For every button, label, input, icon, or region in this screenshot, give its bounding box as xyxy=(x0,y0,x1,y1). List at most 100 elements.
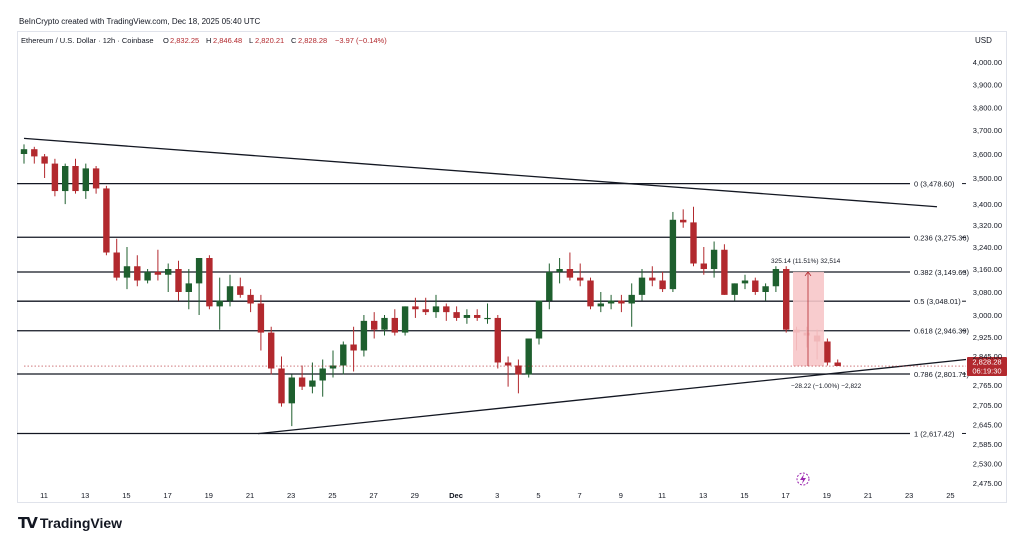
chart-credit: BeInCrypto created with TradingView.com,… xyxy=(19,17,261,26)
candle xyxy=(577,263,584,287)
candle-body xyxy=(350,344,357,351)
candle-body xyxy=(123,266,131,278)
candle-body xyxy=(556,269,563,272)
candle xyxy=(237,277,244,298)
candle xyxy=(381,315,388,336)
candle xyxy=(154,249,162,281)
candle-body xyxy=(535,300,543,339)
candle xyxy=(226,274,234,307)
candle-body xyxy=(422,309,429,313)
candle-body xyxy=(587,280,594,307)
candle-body xyxy=(690,222,697,264)
candle xyxy=(669,211,677,292)
tradingview-logo[interactable]: TV TradingView xyxy=(18,514,122,532)
candle xyxy=(453,306,460,321)
trendlines[interactable] xyxy=(23,137,967,435)
candle xyxy=(649,266,656,287)
candle xyxy=(123,247,131,290)
candle xyxy=(309,362,316,394)
measure-top-label: 325.14 (11.51%) 32,514 xyxy=(771,258,841,265)
candle xyxy=(278,356,285,407)
candle xyxy=(134,255,141,287)
fibonacci-retracement[interactable]: 0 (3,478.60) 0.236 (3,275.36) 0.382 (3,149… xyxy=(17,180,970,439)
candle-body xyxy=(51,163,59,192)
candle xyxy=(288,374,295,427)
candle xyxy=(371,312,378,339)
candle-body xyxy=(278,368,285,404)
candle-body xyxy=(638,277,646,295)
time-tick-label: 25 xyxy=(946,491,954,500)
candle-body xyxy=(268,332,275,369)
candle-body xyxy=(618,300,625,304)
candle xyxy=(535,300,543,345)
measure-box xyxy=(793,271,824,367)
candle-body xyxy=(484,317,491,320)
ohlc-close: 2,828.28 xyxy=(298,36,327,45)
price-tick-label: 3,600.00 xyxy=(973,150,1002,159)
price-axis[interactable]: 4,000.00 3,900.00 3,800.00 3,700.00 3,600.00… xyxy=(973,58,1002,488)
price-tick-label: 3,240.00 xyxy=(973,243,1002,252)
time-tick-label: 15 xyxy=(122,491,130,500)
last-price-badge xyxy=(967,357,1007,377)
candle xyxy=(824,338,831,366)
ohlc-change: −3.97 (−0.14%) xyxy=(335,36,387,45)
replay-icon[interactable] xyxy=(796,472,810,486)
candle-body xyxy=(247,294,254,304)
candle xyxy=(587,277,594,310)
time-tick-label: 5 xyxy=(536,491,540,500)
candle xyxy=(721,244,728,295)
time-tick-label: 19 xyxy=(823,491,831,500)
candle xyxy=(783,266,790,333)
candle-body xyxy=(113,252,120,278)
fib-level-label: 0.786 (2,801.71) xyxy=(914,370,970,379)
time-axis[interactable]: 11 13 15 17 19 21 23 25 27 29 Dec 3 5 7 9 11 13 15 17 19 21 2… xyxy=(40,491,954,500)
candle xyxy=(144,269,151,284)
candle xyxy=(31,146,38,164)
fib-level-label: 0 (3,478.60) xyxy=(914,180,955,189)
candle-body xyxy=(649,277,656,281)
candle-body xyxy=(360,320,368,351)
candle-body xyxy=(710,249,718,269)
candle xyxy=(216,277,223,330)
candle-body xyxy=(463,315,471,318)
candle-body xyxy=(20,149,28,154)
candle xyxy=(772,266,780,292)
candle xyxy=(432,294,440,318)
candle-body xyxy=(824,341,831,363)
last-price-countdown: 06:19:30 xyxy=(972,367,1001,376)
measure-bottom-label: −28.22 (−1.00%) −2,822 xyxy=(791,383,862,390)
price-tick-label: 2,530.00 xyxy=(973,460,1002,469)
candle xyxy=(463,309,471,324)
candle-body xyxy=(721,249,728,295)
candle xyxy=(556,258,563,284)
price-tick-label: 3,000.00 xyxy=(973,311,1002,320)
candle-body xyxy=(391,317,398,333)
candle xyxy=(165,263,172,292)
last-price-value: 2,828.28 xyxy=(972,358,1001,367)
candle-body xyxy=(257,303,265,333)
candle-body xyxy=(474,315,481,318)
candle-body xyxy=(329,365,337,369)
time-tick-label: 25 xyxy=(328,491,336,500)
fib-level-label: 0.236 (3,275.36) xyxy=(914,233,970,242)
candle-body xyxy=(175,269,182,292)
price-tick-label: 4,000.00 xyxy=(973,58,1002,67)
time-tick-label: 17 xyxy=(163,491,171,500)
currency-label[interactable]: USD xyxy=(975,36,992,45)
price-tick-label: 2,705.00 xyxy=(973,401,1002,410)
price-range-measure[interactable]: 325.14 (11.51%) 32,514 −28.22 (−1.00%) −2… xyxy=(771,258,862,390)
time-tick-label: 7 xyxy=(578,491,582,500)
symbol-title[interactable]: Ethereum / U.S. Dollar · 12h · Coinbase xyxy=(21,36,154,45)
candle xyxy=(762,283,769,301)
price-tick-label: 3,320.00 xyxy=(973,221,1002,230)
candle-body xyxy=(72,166,79,192)
price-tick-label: 3,800.00 xyxy=(973,103,1002,112)
candle-body xyxy=(731,283,738,295)
time-tick-label: 9 xyxy=(619,491,623,500)
candle xyxy=(247,289,254,313)
candle xyxy=(103,185,110,256)
price-tick-label: 3,900.00 xyxy=(973,81,1002,90)
candle-body xyxy=(597,303,604,307)
candle-body xyxy=(504,362,512,366)
